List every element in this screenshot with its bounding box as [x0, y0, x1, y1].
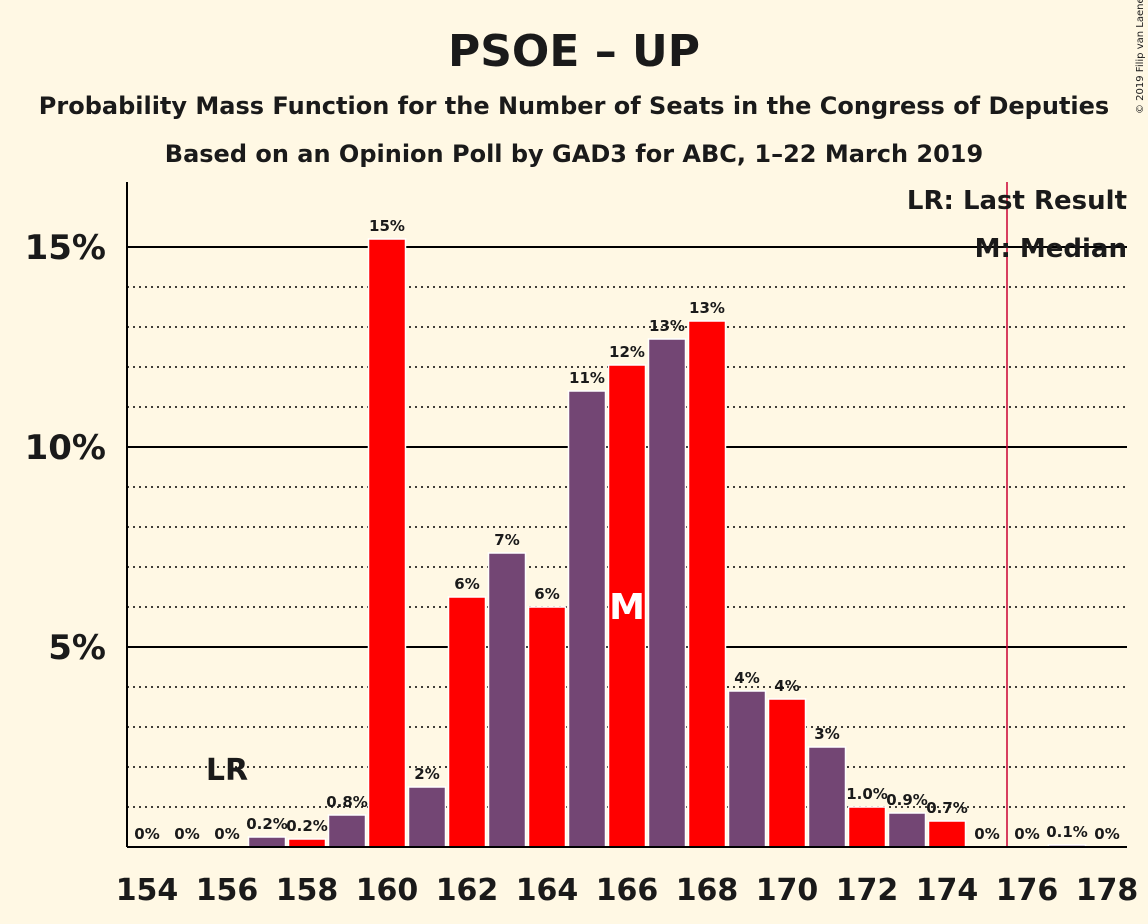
x-tick-label: 172 [836, 873, 899, 908]
x-tick-label: 168 [676, 873, 739, 908]
data-label-seat-163: 7% [494, 531, 519, 549]
x-tick-label: 166 [596, 873, 659, 908]
legend-last-result: LR: Last Result [907, 186, 1127, 216]
copyright-text: © 2019 Filip van Laenen [1135, 0, 1146, 114]
bar-seat-163 [487, 552, 527, 848]
data-label-seat-178: 0% [1094, 825, 1119, 843]
data-label-seat-154: 0% [134, 825, 159, 843]
bar-seat-164 [527, 606, 567, 848]
chart-title: PSOE – UP [448, 26, 700, 77]
data-label-seat-166: 12% [609, 343, 645, 361]
data-label-seat-173: 0.9% [886, 791, 928, 809]
legend-median: M: Median [975, 234, 1127, 264]
data-label-seat-161: 2% [414, 765, 439, 783]
bar-seat-157 [247, 836, 287, 848]
data-label-seat-172: 1.0% [846, 785, 888, 803]
x-tick-label: 164 [516, 873, 579, 908]
x-tick-label: 158 [276, 873, 339, 908]
x-tick-label: 162 [436, 873, 499, 908]
bar-seat-165 [567, 390, 607, 848]
data-label-seat-174: 0.7% [926, 799, 968, 817]
median-marker: M [609, 587, 645, 628]
data-label-seat-170: 4% [774, 677, 799, 695]
data-label-seat-175: 0% [974, 825, 999, 843]
data-label-seat-176: 0% [1014, 825, 1039, 843]
data-label-seat-165: 11% [569, 369, 605, 387]
data-label-seat-169: 4% [734, 669, 759, 687]
x-tick-label: 170 [756, 873, 819, 908]
data-label-seat-162: 6% [454, 575, 479, 593]
y-tick-label: 15% [25, 228, 106, 268]
bar-seat-160 [367, 238, 407, 848]
x-tick-label: 174 [916, 873, 979, 908]
last-result-marker: LR [206, 753, 248, 788]
chart-subtitle-2: Based on an Opinion Poll by GAD3 for ABC… [165, 140, 983, 168]
data-labels: 0% 0% 0%0.2%0.2%0.8%15%2%6%7%6%11%12%13%13… [134, 217, 1119, 843]
data-label-seat-160: 15% [369, 217, 405, 235]
y-tick-label: 5% [48, 628, 106, 668]
data-label-seat-171: 3% [814, 725, 839, 743]
chart-subtitle-1: Probability Mass Function for the Number… [39, 92, 1109, 120]
bar-seat-159 [327, 814, 367, 848]
x-tick-label: 156 [196, 873, 259, 908]
bar-seat-168 [687, 320, 727, 848]
data-label-seat-158: 0.2% [286, 817, 328, 835]
data-label-seat-159: 0.8% [326, 793, 368, 811]
bar-seat-167 [647, 338, 687, 848]
x-tick-label: 178 [1076, 873, 1139, 908]
axes: 5% 10% 15% 154 156 158 160 162 164 166 168 170 172 17… [25, 182, 1139, 908]
data-label-seat-168: 13% [689, 299, 725, 317]
data-label-seat-164: 6% [534, 585, 559, 603]
bar-seat-171 [807, 746, 847, 848]
x-tick-label: 176 [996, 873, 1059, 908]
bar-seat-162 [447, 596, 487, 848]
bar-seat-174 [927, 820, 967, 848]
x-tick-label: 160 [356, 873, 419, 908]
data-label-seat-157: 0.2% [246, 815, 288, 833]
y-tick-label: 10% [25, 428, 106, 468]
data-label-seat-167: 13% [649, 317, 685, 335]
data-label-seat-155: 0% [174, 825, 199, 843]
bar-seat-158 [287, 838, 327, 848]
bar-seat-161 [407, 786, 447, 848]
data-label-seat-177: 0.1% [1046, 823, 1088, 841]
bar-seat-169 [727, 690, 767, 848]
data-label-seat-156: 0% [214, 825, 239, 843]
bars [247, 238, 1087, 848]
x-tick-label: 154 [116, 873, 179, 908]
bar-seat-173 [887, 812, 927, 848]
bar-seat-170 [767, 698, 807, 848]
bar-seat-172 [847, 806, 887, 848]
